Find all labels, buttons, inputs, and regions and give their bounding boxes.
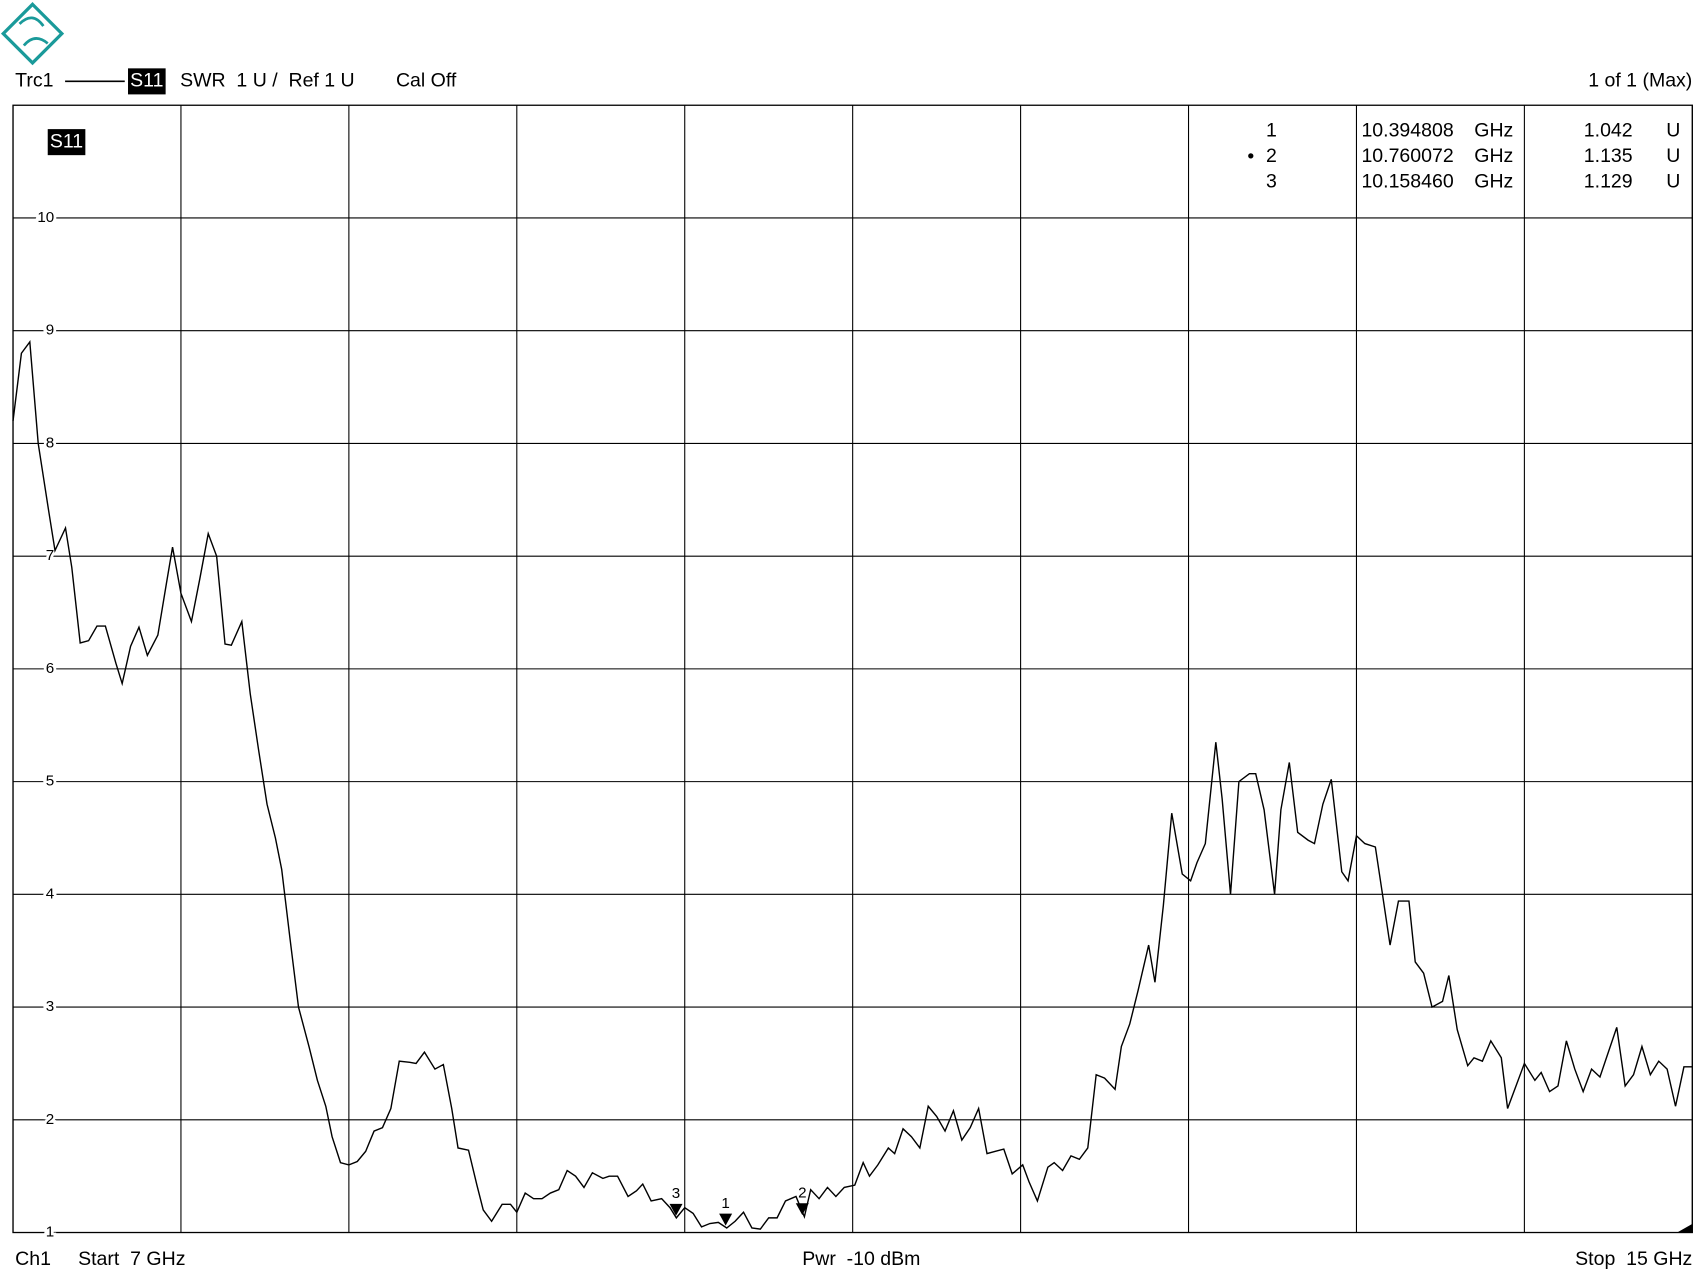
channel: Ch1 xyxy=(15,1248,51,1270)
marker-table-freq: 10.760072 xyxy=(1361,145,1453,167)
active-marker-dot: • xyxy=(1247,145,1254,167)
marker-table-value-unit: U xyxy=(1666,119,1680,141)
marker-table-value-unit: U xyxy=(1666,170,1680,192)
y-tick-label: 8 xyxy=(46,434,54,451)
logo xyxy=(0,2,65,66)
y-tick-label: 5 xyxy=(46,773,54,790)
marker-table-number: 3 xyxy=(1266,170,1277,192)
y-tick-label: 3 xyxy=(46,998,54,1015)
marker-table-freq: 10.158460 xyxy=(1361,170,1453,192)
marker-number: 3 xyxy=(672,1185,680,1202)
marker-number: 1 xyxy=(721,1195,729,1212)
marker-table-freq-unit: GHz xyxy=(1474,119,1513,141)
marker-table-freq: 10.394808 xyxy=(1361,119,1453,141)
power: Pwr -10 dBm xyxy=(802,1248,920,1270)
y-tick-label: 10 xyxy=(37,209,54,226)
stop-freq: Stop 15 GHz xyxy=(1575,1248,1692,1270)
marker-table-number: 1 xyxy=(1266,119,1277,141)
y-tick-label: 6 xyxy=(46,660,54,677)
marker-number: 2 xyxy=(798,1184,806,1201)
marker-table-value: 1.135 xyxy=(1584,145,1633,167)
marker-triangle xyxy=(669,1203,683,1216)
marker-table-value: 1.042 xyxy=(1584,119,1633,141)
trace-tag-box xyxy=(47,129,86,156)
marker-triangle xyxy=(795,1203,809,1216)
y-tick-label: 4 xyxy=(46,885,54,902)
corner-indicator xyxy=(1677,1223,1693,1233)
marker-table-value-unit: U xyxy=(1666,145,1680,167)
trace-name: Trc1 xyxy=(15,70,53,92)
param-label: S11 xyxy=(130,70,163,92)
format-label: SWR 1 U / Ref 1 U xyxy=(180,70,355,92)
trace-tag: S11 xyxy=(50,130,83,152)
y-tick-label: 9 xyxy=(46,322,54,339)
page-indicator: 1 of 1 (Max) xyxy=(1588,70,1692,92)
marker-table-freq-unit: GHz xyxy=(1474,170,1513,192)
marker-table-value: 1.129 xyxy=(1584,170,1633,192)
marker-triangle xyxy=(719,1213,733,1226)
y-tick-label: 1 xyxy=(46,1224,54,1241)
marker-table-number: 2 xyxy=(1266,145,1277,167)
cal-status: Cal Off xyxy=(396,70,457,92)
marker-table-freq-unit: GHz xyxy=(1474,145,1513,167)
start-freq: Start 7 GHz xyxy=(78,1248,185,1270)
y-tick-label: 7 xyxy=(46,547,54,564)
y-tick-label: 2 xyxy=(46,1111,54,1128)
trace xyxy=(12,340,1693,1230)
param-box xyxy=(128,68,166,95)
